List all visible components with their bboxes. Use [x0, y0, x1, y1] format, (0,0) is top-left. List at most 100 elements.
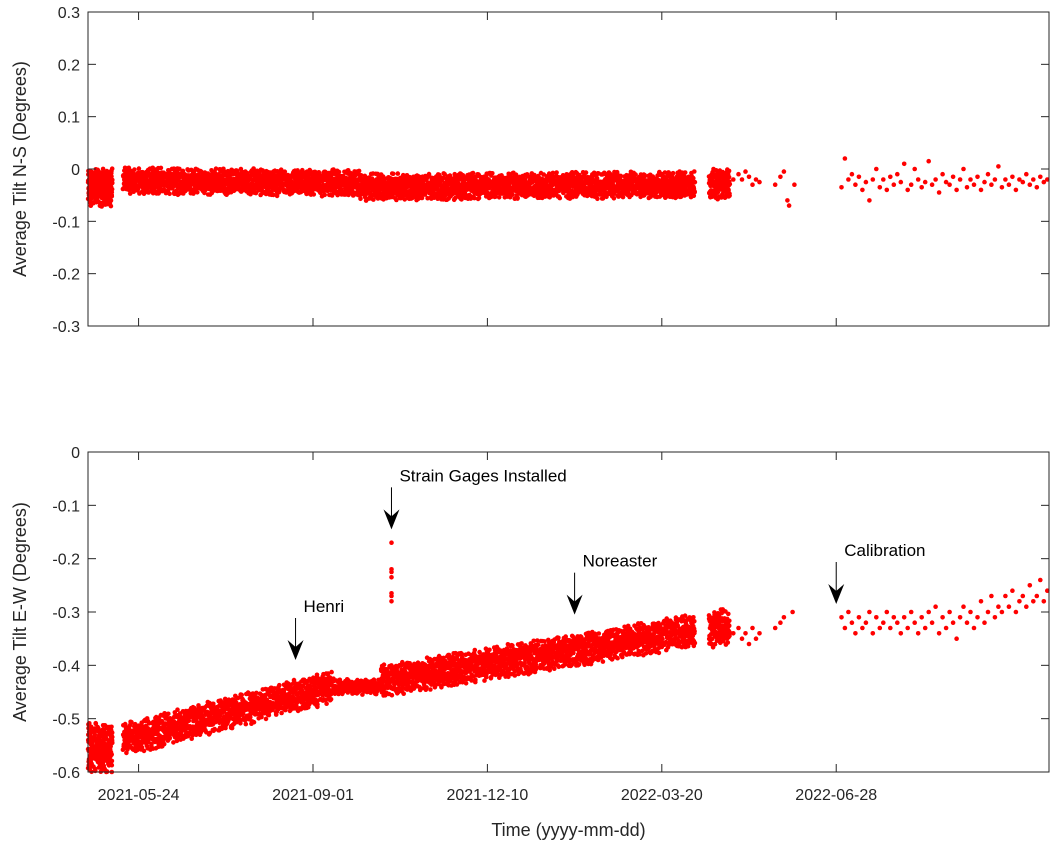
data-point	[989, 182, 994, 187]
data-point	[141, 191, 147, 196]
data-point	[266, 712, 272, 718]
data-point	[926, 158, 931, 164]
data-point	[395, 171, 401, 176]
data-point	[1031, 177, 1036, 182]
data-point	[251, 719, 257, 725]
data-point	[954, 187, 959, 193]
data-point	[901, 161, 907, 167]
data-point	[898, 179, 904, 185]
data-point	[1038, 174, 1043, 180]
data-point	[282, 169, 288, 174]
data-point	[239, 692, 244, 698]
data-point	[778, 174, 783, 180]
data-point	[263, 716, 269, 722]
data-point	[132, 167, 137, 172]
data-point	[611, 196, 617, 201]
data-point	[961, 166, 966, 172]
data-point	[874, 166, 879, 172]
data-point	[936, 190, 942, 195]
data-point	[726, 168, 732, 174]
data-point	[912, 166, 917, 172]
data-point	[888, 174, 893, 180]
ew-data-points	[85, 540, 1050, 775]
data-point	[390, 171, 396, 177]
data-point	[1003, 177, 1008, 182]
data-point	[853, 182, 858, 187]
ns-y-tick-label: -0.2	[52, 267, 80, 284]
data-point	[982, 179, 987, 185]
data-point	[358, 196, 363, 202]
data-point	[933, 177, 938, 182]
data-point	[158, 165, 164, 171]
data-point	[849, 171, 855, 177]
data-point	[1013, 187, 1019, 193]
data-point	[999, 185, 1005, 190]
data-point	[692, 169, 697, 174]
ns-data-points	[85, 156, 1050, 209]
data-point	[108, 203, 114, 209]
data-point	[213, 166, 219, 171]
data-point	[940, 171, 945, 177]
data-point	[100, 166, 106, 172]
data-point	[1024, 171, 1029, 177]
data-point	[682, 170, 688, 175]
data-point	[1027, 182, 1033, 187]
ns-y-tick-label: -0.3	[52, 319, 80, 336]
data-point	[867, 198, 872, 203]
data-point	[736, 171, 741, 177]
data-point	[195, 190, 200, 195]
data-point	[785, 198, 790, 203]
data-point	[922, 179, 928, 185]
data-point	[839, 185, 844, 190]
data-point	[772, 182, 778, 187]
data-point	[975, 174, 980, 180]
data-point	[557, 195, 563, 201]
data-point	[329, 193, 335, 198]
ns-y-axis-label: Average Tilt N-S (Degrees)	[10, 61, 30, 277]
data-point	[136, 166, 142, 171]
data-point	[950, 174, 956, 180]
data-point	[509, 192, 515, 197]
data-point	[180, 168, 186, 174]
data-point	[968, 177, 973, 182]
data-point	[110, 180, 115, 186]
data-point	[870, 177, 876, 182]
data-point	[992, 177, 998, 182]
data-point	[141, 748, 147, 754]
data-point	[583, 170, 589, 175]
data-point	[167, 191, 172, 197]
ns-tilt-plot: 0.30.20.10-0.1-0.2-0.3 Average Tilt N-S …	[10, 5, 1050, 336]
data-point	[842, 156, 848, 161]
data-point	[277, 682, 282, 688]
data-point	[109, 724, 114, 730]
data-point	[311, 192, 317, 197]
data-point	[1020, 179, 1026, 185]
data-point	[757, 179, 762, 185]
data-point	[1010, 174, 1015, 180]
data-point	[595, 196, 600, 202]
data-point	[177, 166, 182, 172]
data-point	[371, 197, 376, 202]
data-point	[915, 177, 921, 182]
data-point	[731, 177, 736, 182]
data-point	[750, 182, 755, 187]
data-point	[356, 168, 362, 174]
data-point	[166, 711, 171, 717]
data-point	[860, 187, 865, 193]
data-point	[211, 701, 216, 707]
data-point	[691, 175, 696, 181]
ns-y-tick-label: 0.1	[58, 110, 80, 127]
data-point	[957, 177, 963, 182]
data-point	[919, 185, 924, 190]
data-point	[109, 762, 115, 768]
data-point	[271, 192, 276, 198]
data-point	[93, 768, 98, 774]
data-point	[554, 170, 559, 175]
data-point	[905, 187, 910, 193]
data-point	[109, 166, 115, 171]
data-point	[877, 185, 883, 190]
data-point	[792, 182, 797, 187]
data-point	[490, 171, 495, 176]
data-point	[109, 174, 114, 179]
